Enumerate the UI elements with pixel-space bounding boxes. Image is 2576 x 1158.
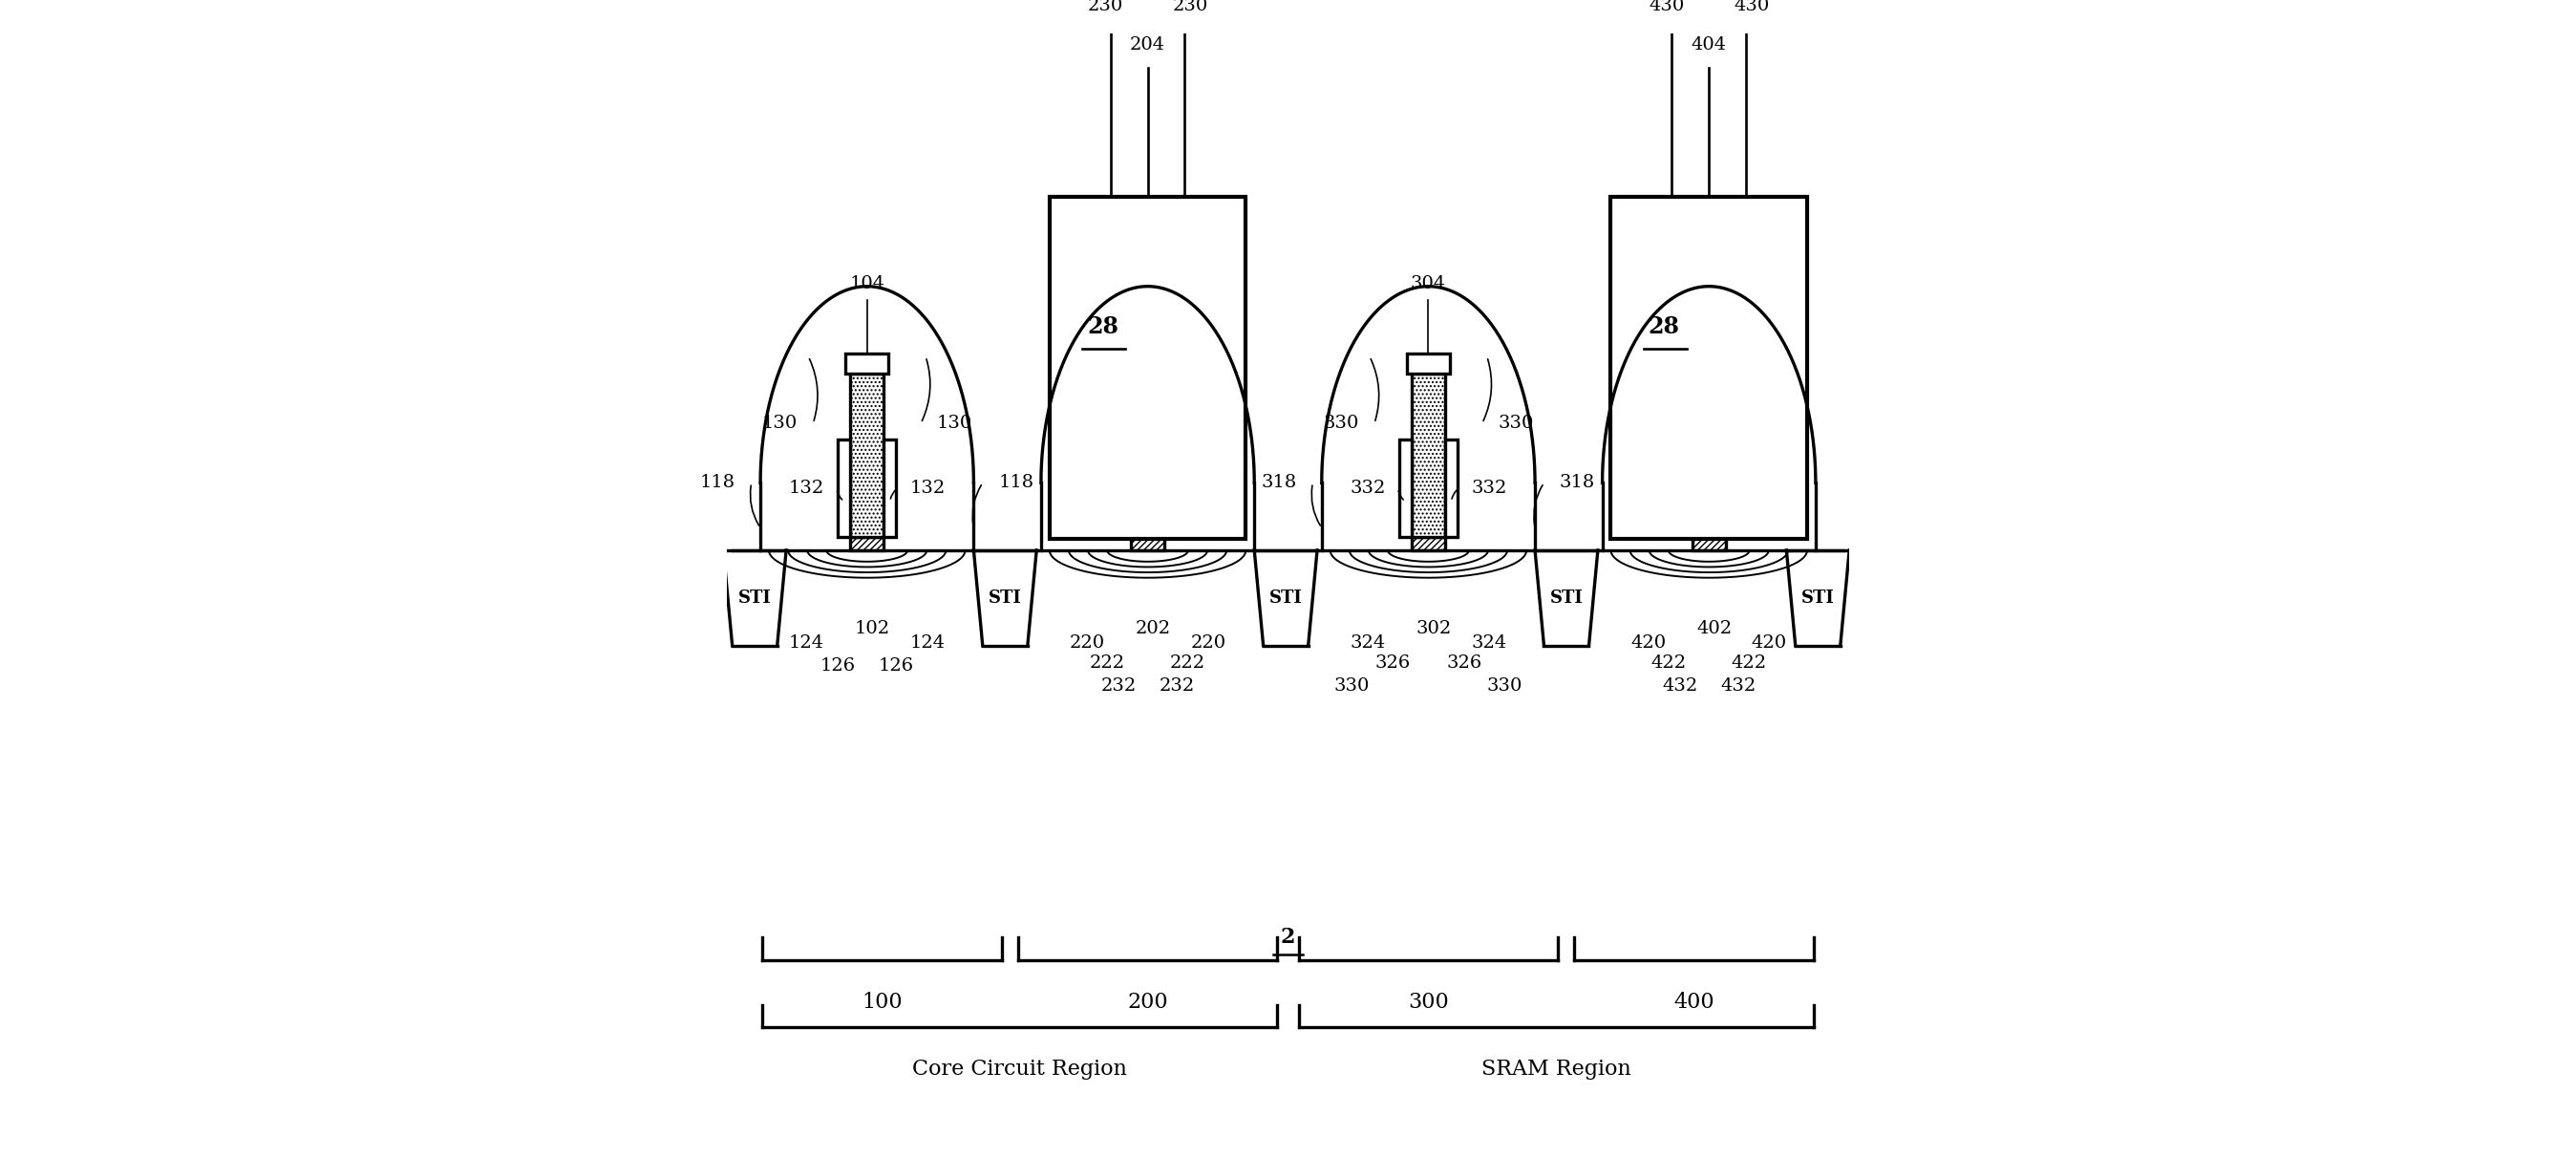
Text: STI: STI: [989, 589, 1023, 607]
Text: STI: STI: [1551, 589, 1584, 607]
Text: 422: 422: [1731, 654, 1767, 672]
Text: 200: 200: [1128, 991, 1167, 1012]
Bar: [1164, 439, 1177, 537]
Text: Core Circuit Region: Core Circuit Region: [912, 1058, 1128, 1080]
Bar: [1126, 353, 1170, 374]
Bar: [850, 374, 884, 537]
Text: STI: STI: [1801, 589, 1834, 607]
Bar: [1412, 537, 1445, 550]
Text: 28: 28: [1649, 315, 1680, 338]
Bar: [1692, 537, 1726, 550]
Text: 404: 404: [1692, 37, 1726, 54]
Text: SRAM Region: SRAM Region: [1481, 1058, 1631, 1080]
Bar: [1445, 439, 1458, 537]
Text: 132: 132: [788, 479, 824, 497]
Text: 126: 126: [819, 657, 855, 674]
Bar: [1726, 439, 1739, 537]
Text: 302: 302: [1417, 620, 1453, 637]
Text: 430: 430: [1734, 0, 1770, 15]
Text: 318: 318: [1262, 475, 1296, 491]
Text: 420: 420: [1752, 635, 1788, 652]
Bar: [850, 537, 884, 550]
Text: 230: 230: [1172, 0, 1208, 15]
Text: 326: 326: [1376, 654, 1412, 672]
Text: 422: 422: [1651, 654, 1687, 672]
Bar: [1131, 537, 1164, 550]
Text: STI: STI: [739, 589, 770, 607]
Text: 222: 222: [1170, 654, 1206, 672]
Text: 202: 202: [1136, 620, 1172, 637]
Text: 330: 330: [1334, 677, 1370, 695]
Bar: [1610, 197, 1808, 538]
Bar: [1687, 353, 1731, 374]
Text: 124: 124: [909, 635, 945, 652]
Bar: [884, 439, 896, 537]
Text: 324: 324: [1471, 635, 1507, 652]
Text: 324: 324: [1350, 635, 1386, 652]
Text: 124: 124: [788, 635, 824, 652]
Text: 220: 220: [1069, 635, 1105, 652]
Text: STI: STI: [1270, 589, 1303, 607]
Text: 332: 332: [1471, 479, 1507, 497]
Text: 232: 232: [1159, 677, 1195, 695]
Bar: [1131, 374, 1164, 537]
Bar: [1399, 439, 1412, 537]
Text: 100: 100: [863, 991, 902, 1012]
Bar: [1412, 374, 1445, 537]
Text: 232: 232: [1100, 677, 1136, 695]
Bar: [1680, 439, 1692, 537]
Bar: [1048, 197, 1247, 538]
Text: 132: 132: [909, 479, 945, 497]
Text: 330: 330: [1486, 677, 1522, 695]
Text: 2: 2: [1280, 928, 1296, 948]
Text: 326: 326: [1445, 654, 1481, 672]
Text: 220: 220: [1190, 635, 1226, 652]
Text: 118: 118: [701, 475, 737, 491]
Text: 102: 102: [855, 620, 891, 637]
Text: 222: 222: [1090, 654, 1126, 672]
Text: 118: 118: [999, 475, 1033, 491]
Text: 332: 332: [1350, 479, 1386, 497]
Text: 432: 432: [1721, 677, 1757, 695]
Text: 130: 130: [938, 415, 971, 432]
Text: 130: 130: [762, 415, 799, 432]
Bar: [1118, 439, 1131, 537]
Bar: [1406, 353, 1450, 374]
Bar: [1692, 374, 1726, 537]
Text: 230: 230: [1087, 0, 1123, 15]
Text: 430: 430: [1649, 0, 1685, 15]
Text: 204: 204: [1131, 37, 1164, 54]
Text: 304: 304: [1412, 274, 1445, 292]
Bar: [845, 353, 889, 374]
Text: 330: 330: [1324, 415, 1358, 432]
Text: 318: 318: [1558, 475, 1595, 491]
Text: 104: 104: [850, 274, 884, 292]
Text: 126: 126: [878, 657, 914, 674]
Text: 402: 402: [1698, 620, 1731, 637]
Text: 28: 28: [1087, 315, 1118, 338]
Text: 432: 432: [1662, 677, 1698, 695]
Text: 420: 420: [1631, 635, 1667, 652]
Text: 330: 330: [1497, 415, 1533, 432]
Text: 400: 400: [1674, 991, 1713, 1012]
Text: 300: 300: [1409, 991, 1448, 1012]
Bar: [837, 439, 850, 537]
